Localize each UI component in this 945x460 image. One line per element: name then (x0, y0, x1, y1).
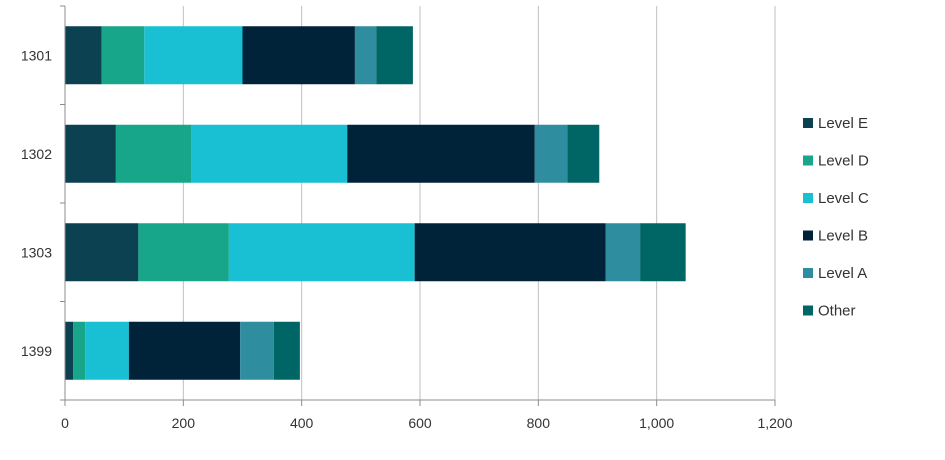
legend-swatch (803, 155, 813, 166)
bar-segment (65, 26, 102, 85)
x-tick-labels: 0 200 400 600 800 1,000 1,200 (61, 400, 793, 431)
bar-segment (347, 124, 535, 183)
legend-swatch (803, 193, 813, 203)
bar-segment (228, 223, 415, 282)
bar-segment (101, 26, 145, 85)
legend-swatch (803, 118, 813, 128)
bar-segment (605, 223, 641, 282)
bar-segment (65, 321, 74, 380)
x-tick-label: 800 (527, 415, 551, 431)
bar-segment (414, 223, 606, 282)
bar-segment (567, 124, 600, 183)
bar-segment (240, 321, 274, 380)
bar-segment (534, 124, 568, 183)
bar-segment (191, 124, 348, 183)
y-category-label: 1399 (21, 343, 52, 359)
legend-label: Level B (818, 228, 868, 245)
bar-segment (354, 26, 377, 85)
x-tick-label: 1,200 (757, 415, 792, 431)
bar-segment (138, 223, 229, 282)
bar-segment (640, 223, 686, 282)
x-tick-label: 1,000 (639, 415, 674, 431)
bar-segment (376, 26, 413, 85)
bar-segment (242, 26, 355, 85)
y-category-labels: 1301 1302 1303 1399 (21, 5, 65, 401)
legend-swatch (803, 230, 813, 241)
legend-label: Level D (818, 153, 869, 170)
bar-segment (115, 124, 192, 183)
y-category-label: 1301 (21, 47, 52, 63)
bar-segment (65, 223, 139, 282)
y-category-label: 1303 (21, 244, 52, 260)
bar-segment (128, 321, 241, 380)
legend-label: Level C (818, 190, 869, 207)
y-category-label: 1302 (21, 146, 52, 162)
x-tick-label: 400 (290, 415, 314, 431)
x-tick-label: 0 (61, 415, 69, 431)
x-tick-label: 600 (408, 415, 432, 431)
bar-segment (85, 321, 129, 380)
legend-label: Other (818, 303, 856, 320)
bar-segment (144, 26, 243, 85)
legend-label: Level A (818, 265, 867, 282)
bar-segment (65, 124, 116, 183)
legend: Level E Level D Level C Level B Level A Other (803, 115, 869, 320)
legend-swatch (803, 305, 813, 316)
legend-swatch (803, 268, 813, 278)
bar-segment (273, 321, 300, 380)
x-tick-label: 200 (172, 415, 196, 431)
legend-label: Level E (818, 115, 868, 132)
bar-segment (73, 321, 86, 380)
bars (65, 26, 686, 380)
